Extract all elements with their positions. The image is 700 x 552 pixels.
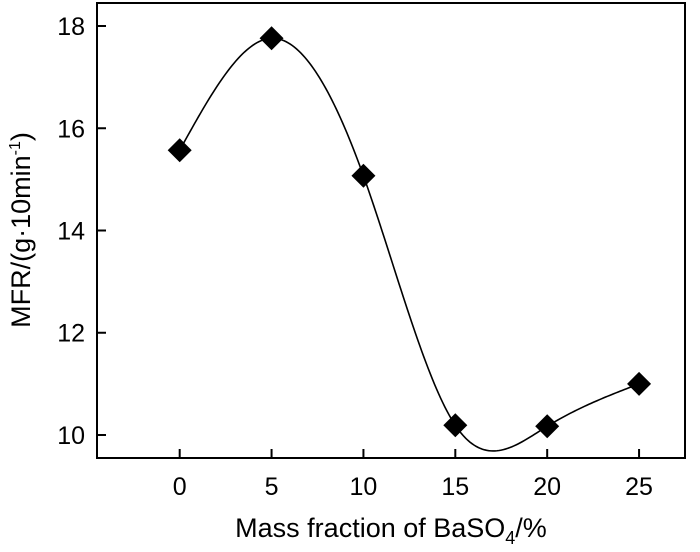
fit-curve [178,37,640,452]
data-point [351,163,376,188]
y-tick-label: 10 [57,422,85,450]
y-axis-ticks: 10 12 14 16 18 [57,13,106,450]
data-markers [167,26,652,439]
x-tick-label: 0 [173,473,187,501]
x-tick-label: 15 [441,473,469,501]
x-tick-label: 5 [265,473,279,501]
data-point [535,414,560,439]
y-tick-label: 16 [57,115,85,143]
y-tick-label: 14 [57,218,85,246]
data-point [167,138,192,163]
plot-frame [96,2,686,459]
x-tick-label: 25 [625,473,653,501]
y-tick-label: 12 [57,320,85,348]
y-tick-label: 18 [57,13,85,41]
data-point [259,26,284,51]
x-tick-label: 10 [350,473,378,501]
x-axis-ticks: 0 5 10 15 20 25 [173,449,653,501]
data-point [443,413,468,438]
y-axis-title: MFR/(g·10min-1) [6,132,36,328]
x-tick-label: 20 [533,473,561,501]
x-axis-title: Mass fraction of BaSO4/% [235,513,547,548]
data-point [627,371,652,396]
